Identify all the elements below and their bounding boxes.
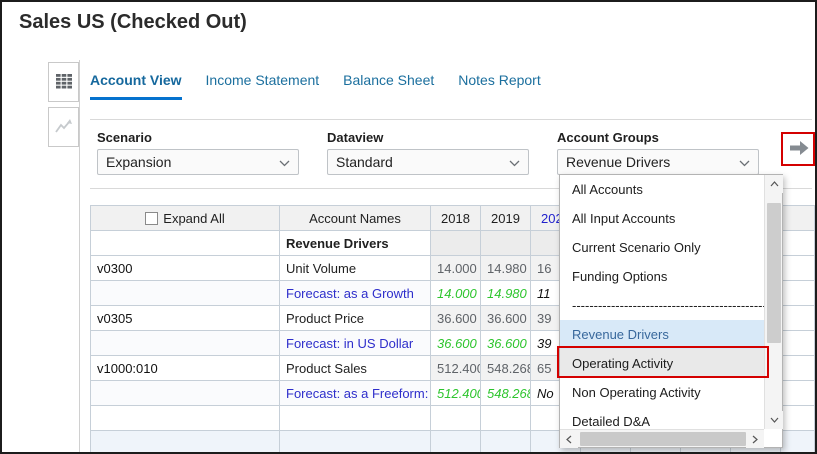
table-row: Forecast: in US Dollar 36.600 36.600 39 bbox=[90, 330, 815, 356]
go-button[interactable] bbox=[785, 136, 812, 163]
tab-bar: Account View Income Statement Balance Sh… bbox=[90, 72, 565, 100]
scroll-right-button[interactable] bbox=[746, 430, 764, 448]
account-name: Product Price bbox=[279, 305, 431, 331]
dropdown-item-all-accounts[interactable]: All Accounts bbox=[572, 182, 643, 197]
tab-account-view[interactable]: Account View bbox=[90, 72, 182, 100]
scroll-down-button[interactable] bbox=[765, 411, 783, 429]
member-code: v0300 bbox=[90, 255, 280, 281]
account-names-header: Account Names bbox=[279, 205, 431, 231]
forecast-method-link[interactable]: Forecast: as a Freeform: bbox=[279, 380, 431, 406]
year-2018-header: 2018 bbox=[430, 205, 481, 231]
year-2019-header: 2019 bbox=[480, 205, 531, 231]
expand-all-label: Expand All bbox=[163, 210, 225, 226]
account-groups-value: Revenue Drivers bbox=[566, 154, 671, 170]
chart-view-button[interactable] bbox=[48, 107, 79, 147]
dropdown-item-current-scenario-only[interactable]: Current Scenario Only bbox=[572, 240, 701, 255]
scenario-select[interactable]: Expansion bbox=[97, 149, 299, 175]
account-groups-dropdown: All Accounts All Input Accounts Current … bbox=[559, 174, 783, 448]
value-cell[interactable]: 36.600 bbox=[480, 330, 531, 356]
value-cell[interactable]: 14.000 bbox=[430, 280, 481, 306]
chevron-down-icon bbox=[739, 154, 750, 170]
right-arrow-icon bbox=[788, 139, 810, 160]
dropdown-item-detailed-da[interactable]: Detailed D&A bbox=[572, 414, 651, 429]
dropdown-item-all-input-accounts[interactable]: All Input Accounts bbox=[572, 211, 676, 226]
value-cell[interactable]: 512.400 bbox=[430, 380, 481, 406]
forecast-method-link[interactable]: Forecast: in US Dollar bbox=[279, 330, 431, 356]
scenario-label: Scenario bbox=[97, 130, 152, 145]
value-cell[interactable]: 548.268 bbox=[480, 355, 531, 381]
value-cell[interactable]: 36.600 bbox=[430, 305, 481, 331]
dropdown-vertical-scrollbar[interactable] bbox=[764, 175, 783, 429]
dropdown-separator: ----------------------------------------… bbox=[572, 298, 764, 313]
value-cell[interactable]: 512.400 bbox=[430, 355, 481, 381]
chevron-down-icon bbox=[509, 154, 520, 170]
account-name: Unit Volume bbox=[279, 255, 431, 281]
dataview-value: Standard bbox=[336, 154, 393, 170]
chevron-down-icon bbox=[279, 154, 290, 170]
scenario-filter: Scenario Expansion bbox=[97, 130, 299, 175]
scroll-left-button[interactable] bbox=[560, 430, 578, 448]
dataview-select[interactable]: Standard bbox=[327, 149, 529, 175]
member-code: v0305 bbox=[90, 305, 280, 331]
value-cell[interactable]: 548.268 bbox=[480, 380, 531, 406]
vertical-scroll-thumb[interactable] bbox=[767, 203, 781, 343]
scenario-value: Expansion bbox=[106, 154, 172, 170]
account-groups-filter: Account Groups Revenue Drivers bbox=[557, 130, 759, 175]
value-cell[interactable]: 36.600 bbox=[480, 305, 531, 331]
value-cell[interactable]: 14.980 bbox=[480, 280, 531, 306]
dataview-label: Dataview bbox=[327, 130, 384, 145]
grid-view-button[interactable] bbox=[48, 62, 79, 102]
dropdown-list: All Accounts All Input Accounts Current … bbox=[560, 175, 764, 429]
chart-view-icon bbox=[54, 118, 73, 137]
expand-all-checkbox[interactable] bbox=[145, 211, 159, 225]
dropdown-item-funding-options[interactable]: Funding Options bbox=[572, 269, 668, 284]
scroll-up-button[interactable] bbox=[765, 175, 783, 193]
account-groups-select[interactable]: Revenue Drivers bbox=[557, 149, 759, 175]
dropdown-item-non-operating-activity[interactable]: Non Operating Activity bbox=[572, 385, 701, 400]
tab-notes-report[interactable]: Notes Report bbox=[458, 72, 541, 88]
value-cell[interactable]: 14.980 bbox=[480, 255, 531, 281]
account-group-name: Revenue Drivers bbox=[279, 230, 431, 256]
filters-separator bbox=[90, 188, 812, 189]
dataview-filter: Dataview Standard bbox=[327, 130, 529, 175]
expand-all-header: Expand All bbox=[90, 205, 280, 231]
page-title: Sales US (Checked Out) bbox=[19, 11, 247, 33]
forecast-method-link[interactable]: Forecast: as a Growth bbox=[279, 280, 431, 306]
dropdown-horizontal-scrollbar[interactable] bbox=[560, 429, 764, 448]
account-groups-label: Account Groups bbox=[557, 130, 659, 145]
horizontal-scroll-thumb[interactable] bbox=[580, 432, 746, 446]
sidebar-divider bbox=[79, 60, 80, 452]
dropdown-item-operating-activity[interactable]: Operating Activity bbox=[560, 349, 764, 378]
value-cell[interactable]: 36.600 bbox=[430, 330, 481, 356]
member-code: v1000:010 bbox=[90, 355, 280, 381]
account-name: Product Sales bbox=[279, 355, 431, 381]
dropdown-item-revenue-drivers[interactable]: Revenue Drivers bbox=[560, 320, 764, 349]
tabbar-separator bbox=[90, 119, 812, 120]
tab-income-statement[interactable]: Income Statement bbox=[205, 72, 320, 88]
grid-view-icon bbox=[55, 73, 73, 92]
tab-balance-sheet[interactable]: Balance Sheet bbox=[343, 72, 435, 88]
value-cell[interactable]: 14.000 bbox=[430, 255, 481, 281]
